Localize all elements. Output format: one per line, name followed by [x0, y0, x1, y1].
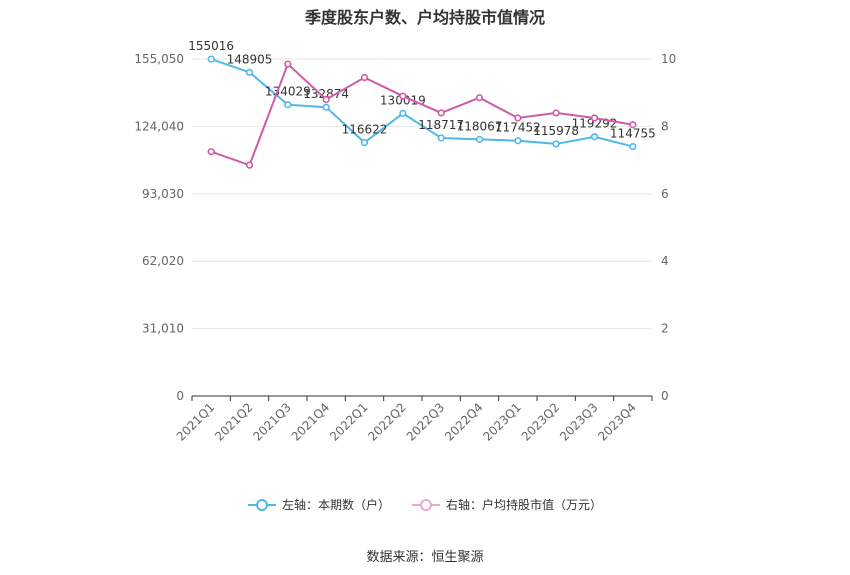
y-left-tick-label: 0 — [176, 389, 184, 403]
x-tick-label: 2023Q3 — [557, 400, 601, 444]
data-label: 130019 — [380, 93, 426, 107]
data-point-holders — [360, 138, 369, 147]
x-tick-label: 2023Q2 — [519, 400, 563, 444]
data-point-market-value — [207, 148, 215, 156]
data-point-holders — [552, 140, 560, 148]
data-point-market-value — [514, 114, 522, 122]
data-point-holders — [245, 68, 254, 76]
data-point-holders — [514, 137, 522, 145]
data-label: 114755 — [610, 127, 656, 141]
data-point-holders — [475, 135, 484, 143]
y-right-tick-label: 6 — [661, 187, 669, 201]
data-point-market-value — [629, 121, 637, 129]
data-point-holders — [399, 109, 407, 118]
data-label: 118067 — [457, 119, 503, 133]
y-right-tick-label: 8 — [661, 119, 669, 133]
chart-title: 季度股东户数、户均持股市值情况 — [304, 8, 545, 27]
y-left-tick-label: 93,030 — [142, 187, 184, 201]
data-point-holders — [322, 103, 330, 111]
data-point-holders — [629, 142, 637, 151]
y-left-tick-label: 31,010 — [142, 322, 184, 336]
series-line-market-value — [210, 62, 634, 167]
x-tick-label: 2023Q4 — [595, 400, 639, 444]
x-tick-label: 2021Q3 — [250, 400, 294, 444]
data-point-market-value — [245, 161, 254, 169]
x-tick-label: 2021Q2 — [212, 400, 256, 444]
data-point-market-value — [590, 114, 599, 122]
data-point-market-value — [437, 109, 445, 117]
y-left-tick-label: 62,020 — [142, 254, 184, 268]
y-right-tick-label: 10 — [661, 52, 676, 66]
legend-swatch-right — [412, 498, 440, 512]
data-point-market-value — [322, 95, 330, 104]
x-tick-label: 2021Q1 — [174, 400, 218, 444]
data-point-market-value — [399, 92, 407, 100]
data-source: 数据来源：恒生聚源 — [366, 550, 484, 565]
data-point-market-value — [360, 73, 369, 82]
x-tick-label: 2022Q1 — [327, 400, 371, 444]
x-tick-label: 2022Q4 — [442, 400, 486, 444]
legend-label-left: 左轴：本期数（户） — [281, 498, 390, 512]
x-tick-label: 2022Q2 — [365, 400, 409, 444]
y-right-tick-label: 0 — [661, 389, 669, 403]
data-point-holders — [437, 134, 445, 142]
data-label: 117452 — [495, 121, 541, 135]
legend-swatch-left — [247, 498, 276, 512]
data-point-holders — [590, 133, 599, 141]
data-label: 118717 — [418, 118, 464, 132]
x-tick-label: 2021Q4 — [289, 400, 333, 444]
data-label: 155016 — [188, 39, 234, 53]
x-tick-label: 2023Q1 — [480, 400, 524, 444]
legend-item-right[interactable]: 右轴：户均持股市值（万元） — [412, 496, 602, 513]
legend-item-left[interactable]: 左轴：本期数（户） — [247, 496, 390, 513]
y-right-tick-label: 2 — [661, 322, 669, 336]
chart-legend: 左轴：本期数（户） 右轴：户均持股市值（万元） — [0, 496, 850, 513]
y-left-tick-label: 124,040 — [134, 119, 184, 133]
legend-label-right: 右轴：户均持股市值（万元） — [446, 498, 603, 512]
data-point-market-value — [284, 60, 292, 68]
series-line-holders — [210, 58, 634, 148]
data-label: 132874 — [303, 87, 349, 101]
data-point-market-value — [552, 109, 560, 117]
data-point-holders — [284, 101, 292, 109]
data-point-holders — [207, 55, 215, 63]
x-tick-label: 2022Q3 — [404, 400, 448, 444]
y-left-tick-label: 155,050 — [134, 52, 184, 66]
data-label: 116622 — [342, 123, 388, 137]
data-point-market-value — [475, 94, 484, 102]
data-label: 148905 — [227, 52, 273, 66]
y-right-tick-label: 4 — [661, 254, 669, 268]
data-label: 115978 — [533, 124, 579, 138]
